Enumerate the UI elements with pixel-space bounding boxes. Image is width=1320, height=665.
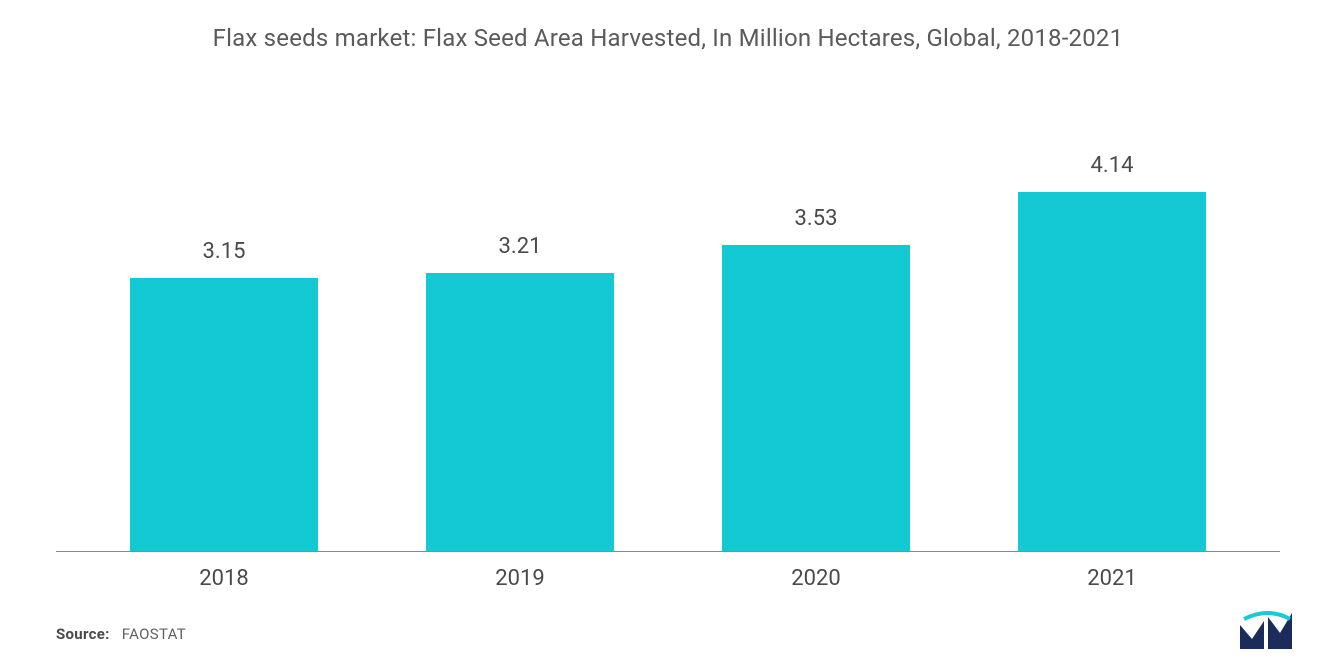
source-value: FAOSTAT xyxy=(122,625,186,643)
bar-group: 3.53 xyxy=(716,206,916,551)
chart-container: Flax seeds market: Flax Seed Area Harves… xyxy=(0,0,1320,665)
category-label: 2021 xyxy=(1012,566,1212,591)
value-label: 3.53 xyxy=(795,206,838,231)
plot-area: 3.15 3.21 3.53 4.14 xyxy=(56,92,1280,552)
bar-group: 3.15 xyxy=(124,239,324,551)
value-label: 3.15 xyxy=(203,239,246,264)
chart-title: Flax seeds market: Flax Seed Area Harves… xyxy=(56,24,1280,52)
value-label: 3.21 xyxy=(499,234,542,259)
bar xyxy=(426,273,614,551)
brand-logo-icon xyxy=(1238,611,1296,651)
category-label: 2019 xyxy=(420,566,620,591)
bar-group: 4.14 xyxy=(1012,153,1212,551)
source-label: Source: xyxy=(56,625,110,643)
bar xyxy=(722,245,910,551)
category-axis: 2018 2019 2020 2021 xyxy=(56,552,1280,591)
bar xyxy=(1018,192,1206,551)
bar xyxy=(130,278,318,551)
category-label: 2018 xyxy=(124,566,324,591)
value-label: 4.14 xyxy=(1091,153,1134,178)
category-label: 2020 xyxy=(716,566,916,591)
bar-group: 3.21 xyxy=(420,234,620,551)
source-line: Source: FAOSTAT xyxy=(56,625,186,643)
